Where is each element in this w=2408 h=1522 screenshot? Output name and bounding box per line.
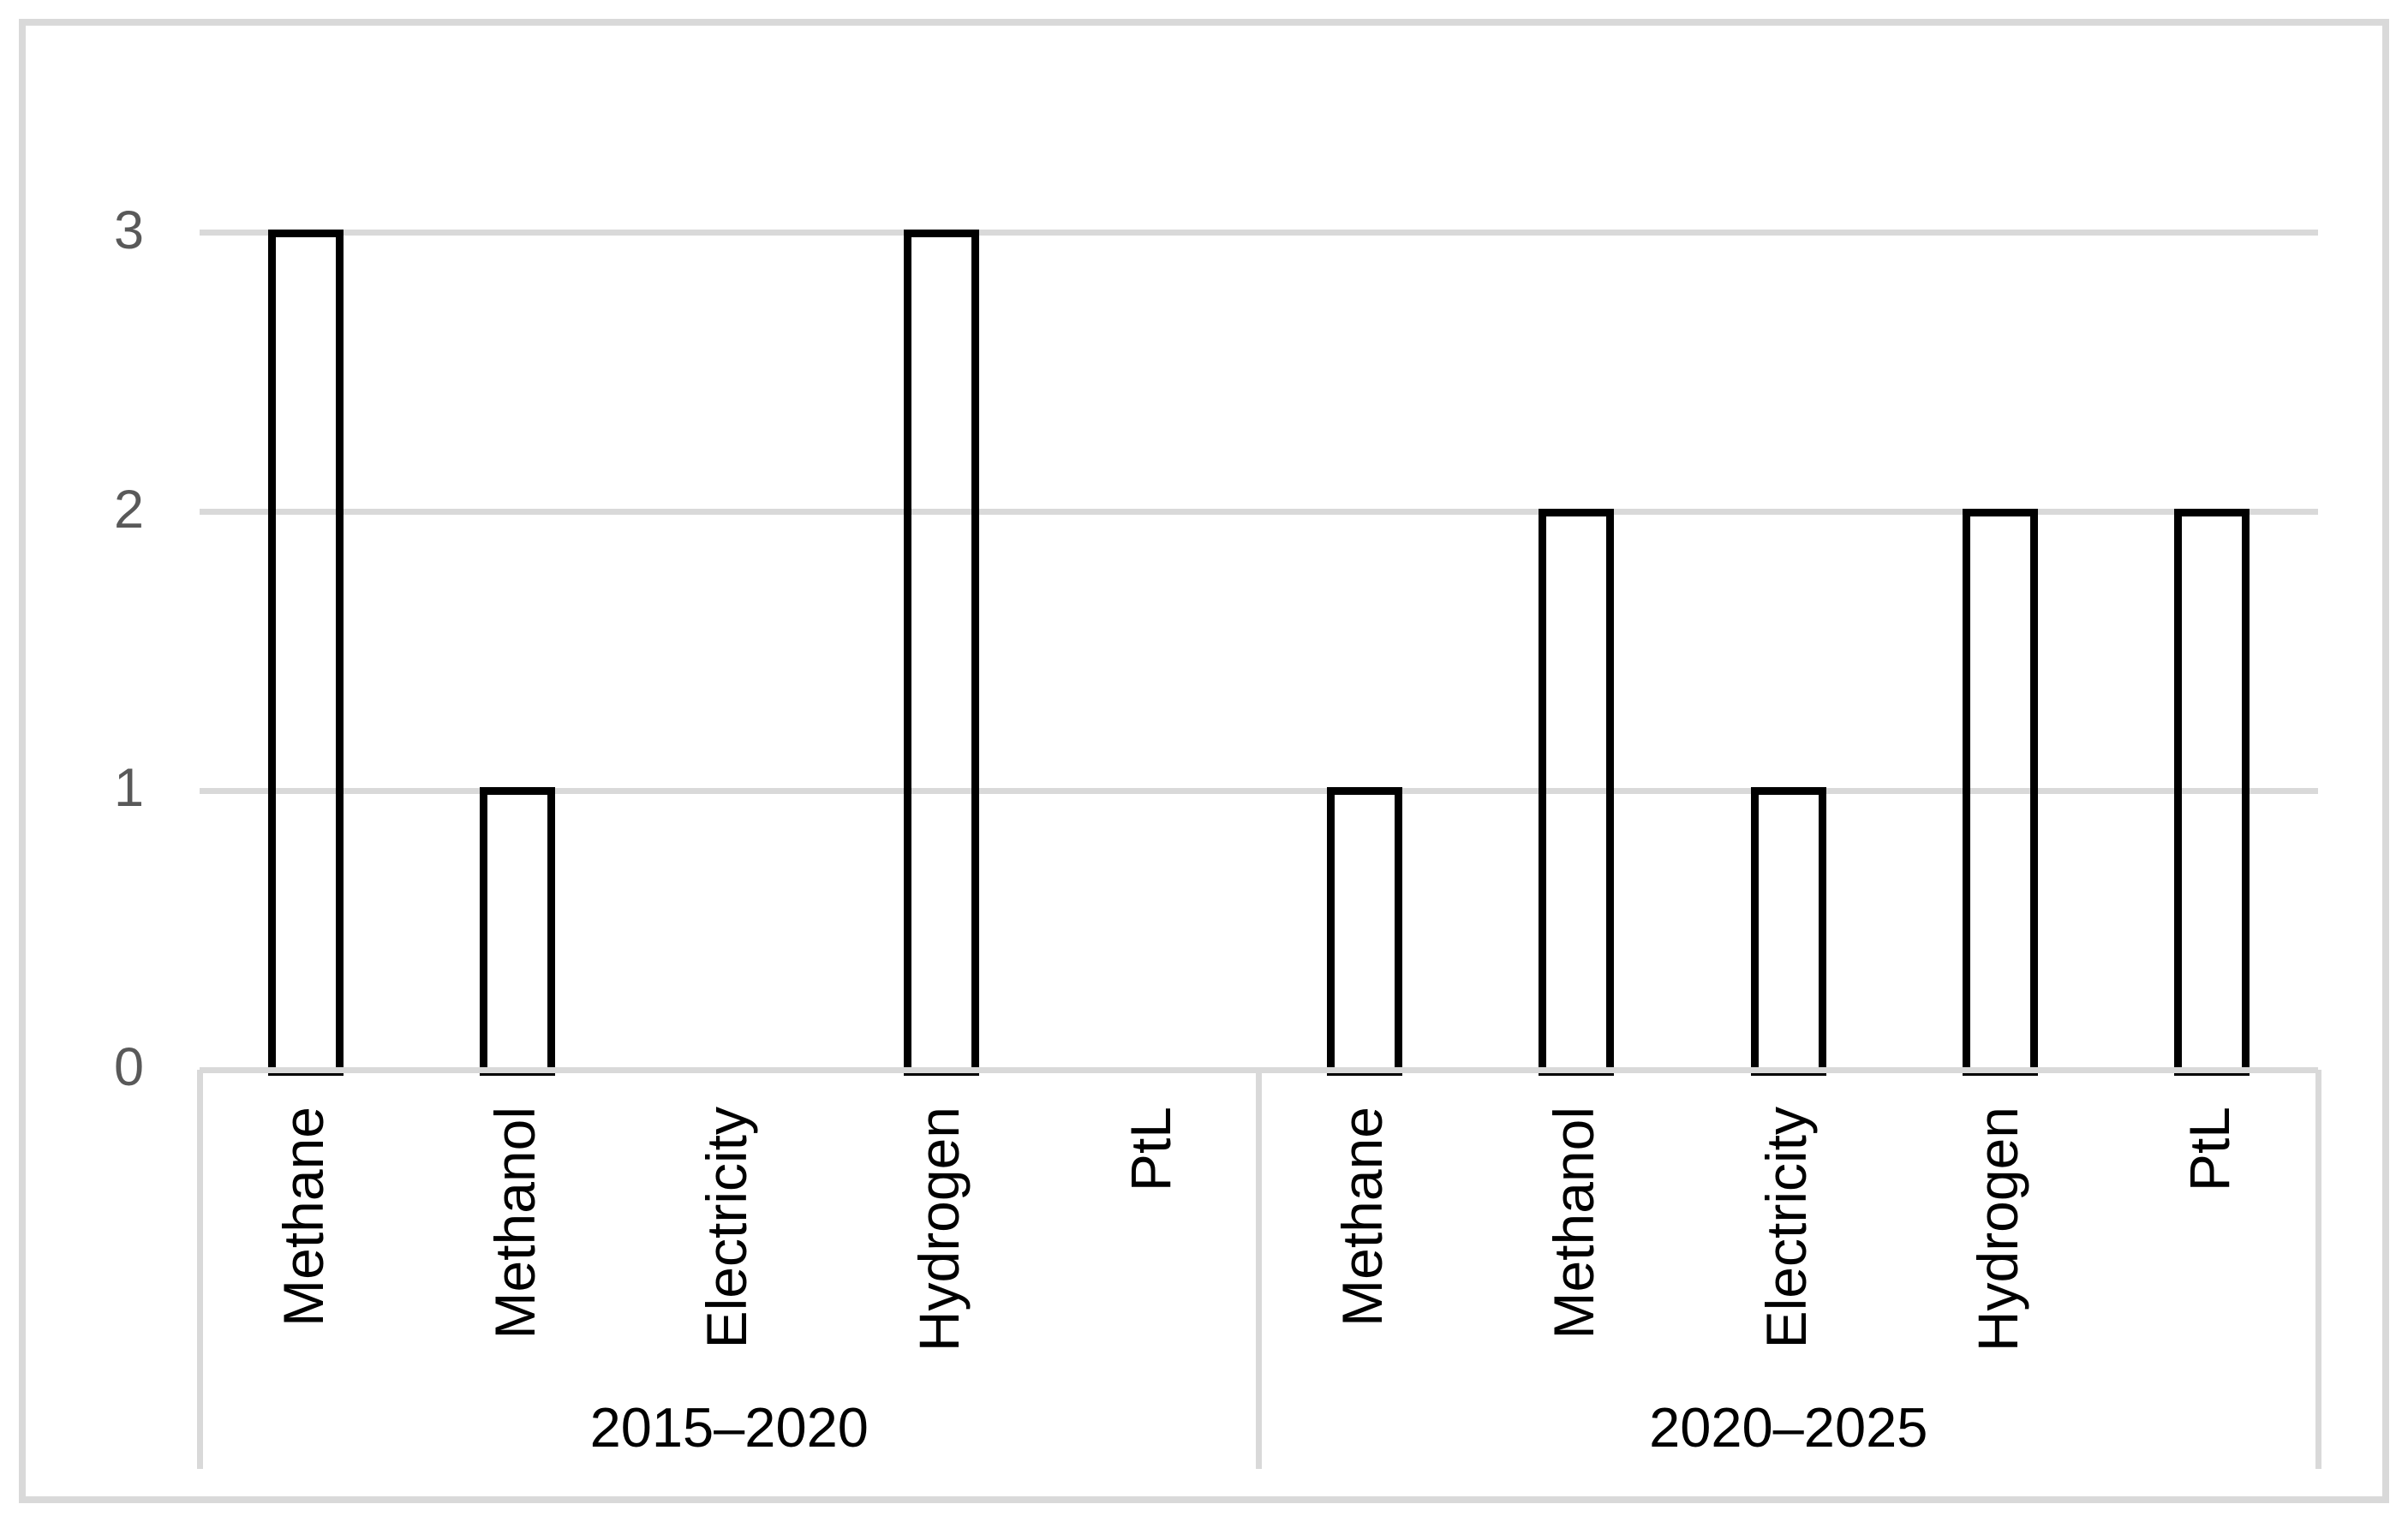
bar-hydrogen xyxy=(1963,508,2039,1076)
group-label: 2020–2025 xyxy=(1649,1396,1928,1459)
label-area-separator xyxy=(2315,1070,2321,1469)
y-tick-label: 0 xyxy=(113,1036,144,1097)
bar-electricity xyxy=(1750,787,1826,1076)
bar-methane xyxy=(267,229,344,1076)
category-label: Electricity xyxy=(1754,1107,1818,1349)
y-tick-label: 1 xyxy=(113,758,144,819)
category-label: Electricity xyxy=(695,1107,759,1349)
category-label: PtL xyxy=(1118,1107,1182,1192)
bar-methanol xyxy=(479,787,555,1076)
figure-border xyxy=(19,19,2389,1503)
y-tick-label: 2 xyxy=(113,479,144,540)
category-label: Methane xyxy=(1330,1107,1395,1327)
gridline xyxy=(200,787,2318,794)
x-axis-line xyxy=(200,1066,2318,1073)
label-area-separator xyxy=(1256,1070,1262,1469)
bar-hydrogen xyxy=(903,229,979,1076)
category-label: Hydrogen xyxy=(906,1107,971,1352)
gridline xyxy=(200,230,2318,236)
category-label: PtL xyxy=(2178,1107,2242,1192)
category-label: Hydrogen xyxy=(1966,1107,2030,1352)
bar-methane xyxy=(1327,787,1403,1076)
category-label: Methanol xyxy=(482,1107,547,1340)
group-label: 2015–2020 xyxy=(589,1396,869,1459)
label-area-separator xyxy=(196,1070,203,1469)
bar-methanol xyxy=(1539,508,1615,1076)
category-label: Methanol xyxy=(1542,1107,1606,1340)
bar-ptl xyxy=(2174,508,2250,1076)
category-label: Methane xyxy=(271,1107,335,1327)
y-tick-label: 3 xyxy=(113,200,144,260)
gridline xyxy=(200,509,2318,516)
